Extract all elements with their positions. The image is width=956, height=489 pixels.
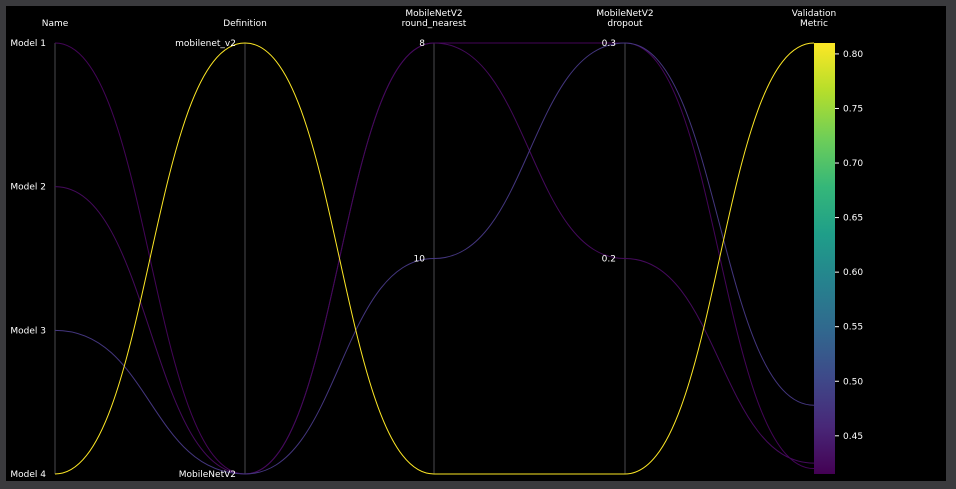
tick-label-round_nearest: 8 bbox=[419, 39, 425, 49]
colorbar-tick-label: 0.65 bbox=[843, 214, 863, 224]
tick-label-name: Model 1 bbox=[10, 39, 46, 49]
tick-label-name: Model 4 bbox=[10, 470, 46, 480]
axis-title-round_nearest: MobileNetV2 bbox=[405, 9, 462, 19]
colorbar-tick-label: 0.60 bbox=[843, 268, 863, 278]
tick-label-definition: MobileNetV2 bbox=[179, 470, 236, 480]
colorbar-tick-label: 0.50 bbox=[843, 377, 863, 387]
axis-title-metric: Metric bbox=[800, 19, 828, 29]
axis-title-name: Name bbox=[42, 19, 69, 29]
axis-title-dropout: dropout bbox=[607, 19, 643, 29]
tick-label-dropout: 0.2 bbox=[602, 255, 616, 265]
axis-title-metric: Validation bbox=[792, 9, 836, 19]
axis-title-definition: Definition bbox=[223, 19, 267, 29]
series-line-model-4 bbox=[54, 42, 815, 475]
tick-label-name: Model 2 bbox=[10, 183, 46, 193]
axis-title-dropout: MobileNetV2 bbox=[596, 9, 653, 19]
colorbar bbox=[814, 43, 835, 474]
colorbar-tick-label: 0.45 bbox=[843, 432, 863, 442]
axis-title-round_nearest: round_nearest bbox=[402, 19, 467, 29]
tick-label-dropout: 0.3 bbox=[602, 39, 616, 49]
colorbar-tick-label: 0.55 bbox=[843, 323, 863, 333]
colorbar-tick-label: 0.70 bbox=[843, 159, 863, 169]
colorbar-tick-label: 0.75 bbox=[843, 104, 863, 114]
plot-area bbox=[6, 6, 946, 481]
series-line-model-3 bbox=[54, 42, 815, 475]
tick-label-name: Model 3 bbox=[10, 326, 46, 336]
tick-label-definition: mobilenet_v2 bbox=[175, 39, 236, 49]
series-line-model-2 bbox=[54, 42, 815, 475]
tick-label-round_nearest: 10 bbox=[414, 255, 426, 265]
colorbar-tick-label: 0.80 bbox=[843, 50, 863, 60]
